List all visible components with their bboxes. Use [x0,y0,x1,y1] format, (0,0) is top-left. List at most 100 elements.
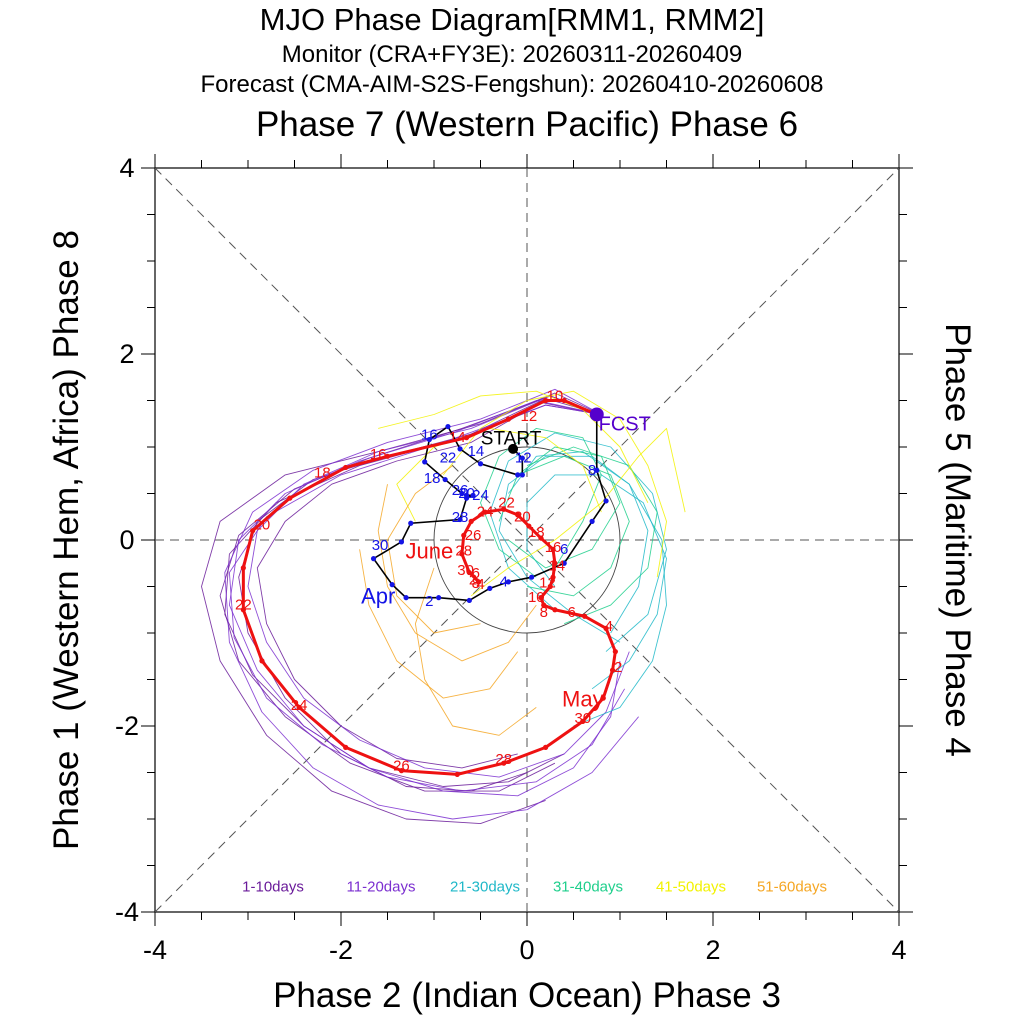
monitor-point [426,436,432,443]
monitor-month-label: Apr [361,583,395,608]
y-tick-label: 0 [119,525,134,555]
start-label: START [481,428,542,449]
y-tick-label: 2 [119,339,134,369]
forecast-point [466,569,472,576]
unit-circle [433,446,621,634]
monitor-point [459,490,465,497]
ensemble-member-5160days [387,465,481,634]
ensemble-member-2130days [508,451,667,727]
ensemble-member-1120days [228,400,621,797]
monitor-point [398,539,405,545]
ensemble-member-3140days [526,446,658,625]
monitor-point [505,579,511,585]
forecast-point [343,464,349,471]
legend-entry: 1-10days [242,879,304,896]
forecast-day-label: 28 [495,751,512,768]
monitor-day-label: 30 [372,537,389,554]
legend-entry: 11-20days [347,879,416,896]
forecast-point [547,583,553,590]
forecast-day-label: 28 [455,543,472,560]
ensemble-member-5160days [414,567,537,736]
y-tick-label: -2 [115,711,139,741]
x-axis-label: Phase 2 (Indian Ocean) Phase 3 [273,976,781,1015]
forecast-point [476,579,482,585]
monitor-day-label: 26 [452,482,469,499]
forecast-day-label: 18 [528,524,545,541]
ensemble-member-1120days [247,395,630,778]
forecast-point [538,595,544,601]
forecast-point [296,704,302,711]
forecast-day-label: 16 [545,539,562,556]
forecast-day-label: 30 [457,562,474,579]
legend-entry: 31-40days [553,879,623,896]
monitor-day-label: 2 [425,593,433,610]
forecast-point [543,744,549,750]
monitor-point [594,467,600,473]
forecast-point [468,518,474,525]
top-phase-label: Phase 7 (Western Pacific) Phase 6 [256,105,798,144]
forecast-point [526,523,532,529]
ensemble-member-5160days [359,549,519,699]
forecast-month-label: May [562,687,604,712]
chart-title: MJO Phase Diagram[RMM1, RMM2] [260,2,765,37]
forecast-day-label: 22 [498,494,515,511]
ensemble-member-3140days [498,455,630,597]
monitor-point [529,574,535,580]
monitor-day-label: 6 [560,541,568,558]
monitor-day-label: 14 [468,443,485,460]
forecast-day-label: 6 [472,565,480,582]
forecast-day-label: 24 [477,504,494,521]
forecast-day-label: 26 [393,757,410,774]
forecast-point [501,506,507,512]
monitor-point [589,518,595,525]
ensemble-member-110days [256,401,602,769]
y-tick-label: 4 [119,153,134,183]
forecast-day-label: 2 [614,659,622,676]
monitor-day-label: 12 [515,450,532,467]
forecast-day-label: 10 [528,589,545,606]
monitor-point [519,472,525,478]
forecast-day-label: 18 [314,465,331,482]
forecast-day-label: 26 [465,527,482,544]
forecast-point [538,535,544,541]
forecast-point [552,560,558,566]
forecast-day-label: 2 [469,571,477,588]
forecast-day-label: 12 [539,574,556,591]
monitor-day-label: 8 [588,462,596,479]
forecast-day-label: 4 [476,576,484,593]
monitor-point [389,582,395,588]
forecast-point [459,551,465,557]
chart-subtitle-monitor: Monitor (CRA+FY3E): 20260311-20260409 [282,41,743,68]
x-tick-label: 0 [519,935,534,965]
forecast-point [384,453,391,459]
forecast-day-label: 20 [514,508,531,525]
forecast-point [600,695,606,701]
forecast-point [515,512,521,518]
ensemble-member-4150days [442,390,667,578]
forecast-point [501,760,507,766]
forecast-point [287,495,293,501]
forecast-day-label: 24 [291,697,308,714]
monitor-point [470,492,476,498]
forecast-day-label: 4 [605,618,613,635]
forecast-point [552,607,558,613]
ensemble-member-110days [201,392,602,825]
monitor-day-label: 28 [452,509,469,526]
legend-entry: 41-50days [656,879,726,896]
monitor-point [422,459,428,465]
monitor-point [515,472,521,478]
forecast-day-label: 22 [235,597,252,614]
monitor-point [487,585,493,591]
forecast-point [398,768,405,774]
start-marker [508,443,519,454]
forecast-point [541,602,547,608]
forecast-point [612,649,618,655]
forecast-day-label: 14 [449,429,466,446]
monitor-point [477,461,484,467]
monitor-point [408,520,414,526]
monitor-day-label: 18 [424,470,441,487]
forecast-point [240,565,246,571]
forecast-point [550,574,556,580]
legend-entry: 21-30days [450,879,520,896]
